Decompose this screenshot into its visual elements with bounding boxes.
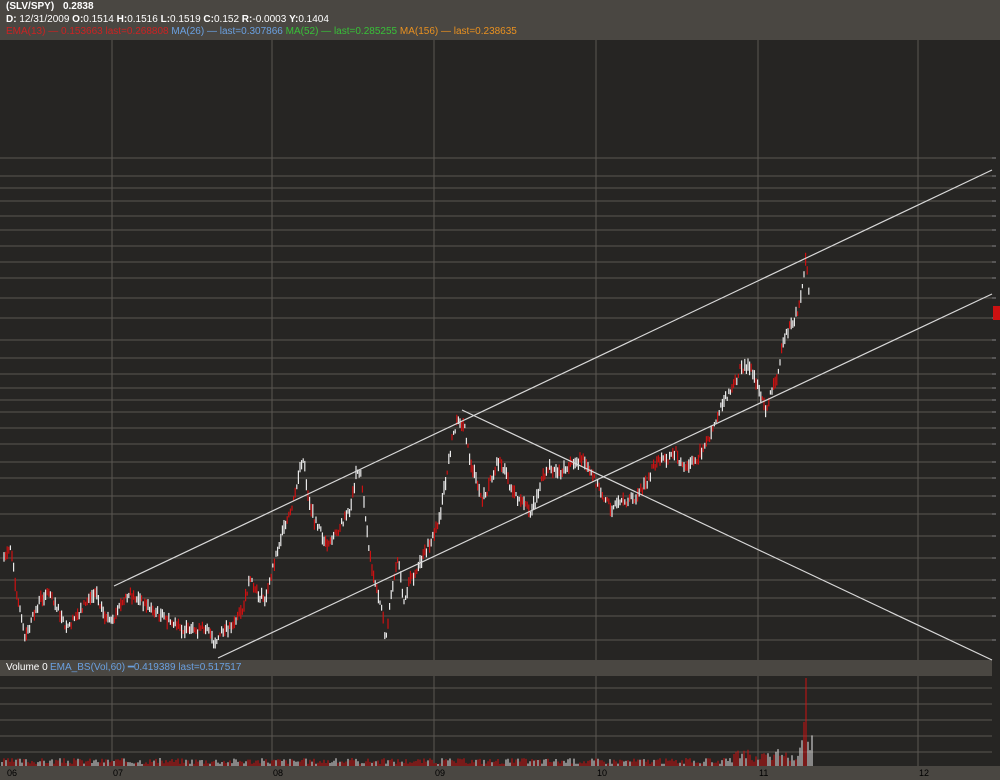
x-tick-label: 08 <box>273 768 283 778</box>
bar-info-key: L: <box>160 14 171 25</box>
indicator-legend-item: MA(156) — last=0.238635 <box>399 26 517 37</box>
x-tick-label: 10 <box>597 768 607 778</box>
symbol-label: (SLV/SPY) <box>6 1 55 12</box>
bar-info-key: D: <box>6 14 17 25</box>
volume-label: Volume 0 <box>6 662 48 673</box>
lower-channel-line <box>217 293 993 659</box>
volume-indicator-label: EMA_BS(Vol,60) ━0.419389 last=0.517517 <box>50 662 242 673</box>
bar-info-value: -0.0003 <box>252 14 290 25</box>
bar-info-key: O: <box>72 14 84 25</box>
x-tick-label: 06 <box>7 768 17 778</box>
indicator-legend-item: EMA(13) — 0.153663 last=0.268808 <box>6 26 172 37</box>
upper-channel-line <box>113 169 993 587</box>
x-tick-label: 09 <box>435 768 445 778</box>
x-tick-label: 12 <box>919 768 929 778</box>
bar-info-key: H: <box>116 14 128 25</box>
bar-info-value: 0.1519 <box>170 14 204 25</box>
volume-chart-area[interactable] <box>0 676 992 766</box>
bar-info-line: D: 12/31/2009 O:0.1514 H:0.1516 L:0.1519… <box>6 14 329 26</box>
bar-info-key: R: <box>239 14 253 25</box>
time-axis <box>0 766 1000 780</box>
bar-info-value: 0.152 <box>213 14 240 25</box>
bar-info-key: C: <box>203 14 214 25</box>
price-chart-area[interactable] <box>0 40 992 660</box>
bar-info-value: 0.1516 <box>127 14 161 25</box>
header-title-line: (SLV/SPY) 0.2838 <box>6 1 94 13</box>
descending-trendline <box>461 409 993 661</box>
indicator-legend-item: MA(52) — last=0.285255 <box>285 26 400 37</box>
volume-header: Volume 0 EMA_BS(Vol,60) ━0.419389 last=0… <box>0 660 1000 676</box>
bar-info-value: 12/31/2009 <box>16 14 73 25</box>
x-tick-label: 11 <box>759 768 768 778</box>
last-value: 0.2838 <box>62 1 94 12</box>
indicator-legend-item: MA(26) — last=0.307866 <box>171 26 286 37</box>
price-axis <box>992 40 1000 766</box>
chart-header: (SLV/SPY) 0.2838 D: 12/31/2009 O:0.1514 … <box>0 0 1000 40</box>
bar-info-value: 0.1514 <box>83 14 117 25</box>
x-tick-label: 07 <box>113 768 123 778</box>
indicator-legend: EMA(13) — 0.153663 last=0.268808 MA(26) … <box>6 26 517 38</box>
bar-info-value: 0.1404 <box>298 14 329 25</box>
bar-info-key: Y: <box>289 14 299 25</box>
last-price-marker <box>993 306 1000 320</box>
